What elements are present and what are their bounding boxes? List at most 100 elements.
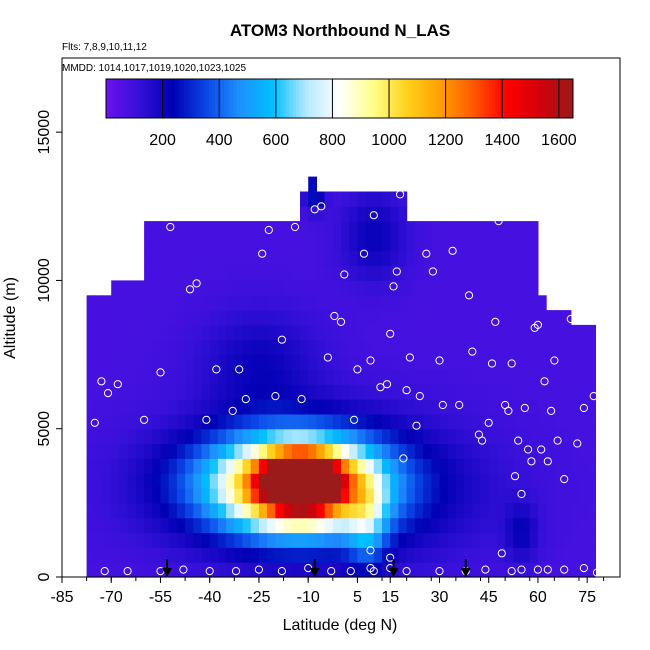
- heatmap-cell: [209, 235, 219, 252]
- heatmap-cell: [579, 562, 588, 578]
- heatmap-cell: [529, 265, 539, 281]
- heatmap-cell: [209, 339, 219, 356]
- heatmap-cell: [152, 502, 162, 519]
- heatmap-cell: [365, 428, 375, 445]
- heatmap-cell: [300, 443, 309, 459]
- heatmap-cell: [341, 384, 350, 400]
- colorbar-swatch: [370, 79, 375, 118]
- heatmap-cell: [382, 547, 391, 563]
- heatmap-cell: [258, 458, 268, 474]
- profile-point: [517, 489, 526, 499]
- heatmap-cell: [373, 458, 383, 474]
- heatmap-cell: [496, 458, 506, 474]
- profile-point: [461, 211, 470, 220]
- heatmap-cell: [357, 488, 367, 504]
- heatmap-cell: [537, 562, 547, 578]
- heatmap-cell: [308, 547, 317, 563]
- heatmap-cell: [505, 369, 514, 385]
- heatmap-cell: [217, 339, 227, 356]
- profile-point: [543, 457, 552, 466]
- heatmap-cell: [447, 384, 457, 400]
- heatmap-cell: [201, 458, 211, 474]
- heatmap-cell: [160, 280, 170, 296]
- heatmap-cell: [472, 443, 482, 459]
- heatmap-cell: [160, 354, 170, 370]
- heatmap-cell: [160, 339, 170, 356]
- colorbar-swatch: [516, 79, 521, 118]
- heatmap-cell: [308, 235, 317, 252]
- heatmap-cell: [308, 473, 317, 489]
- heatmap-cell: [332, 443, 342, 459]
- heatmap-cell: [316, 443, 326, 459]
- heatmap-cell: [505, 488, 514, 504]
- heatmap-cell: [185, 235, 194, 252]
- heatmap-cell: [496, 280, 506, 296]
- heatmap-cell: [406, 428, 416, 445]
- profile-point: [566, 314, 575, 324]
- heatmap-cell: [431, 428, 441, 445]
- heatmap-cell: [513, 428, 523, 445]
- heatmap-cell: [332, 488, 342, 504]
- colorbar-swatch: [479, 79, 484, 118]
- heatmap-cell: [546, 413, 555, 430]
- heatmap-cell: [111, 502, 120, 519]
- colorbar-swatch: [529, 79, 534, 118]
- heatmap-cell: [505, 265, 514, 281]
- heatmap-cell: [242, 413, 252, 430]
- heatmap-cell: [439, 324, 449, 341]
- profile-point: [468, 347, 477, 356]
- heatmap-cell: [365, 324, 375, 341]
- colorbar-swatch: [404, 79, 409, 118]
- heatmap-cell: [250, 473, 260, 489]
- heatmap-cell: [250, 428, 260, 445]
- heatmap-cell: [357, 354, 367, 370]
- heatmap-cell: [349, 428, 358, 445]
- heatmap-cell: [480, 324, 490, 341]
- heatmap-cell: [283, 235, 293, 252]
- heatmap-cell: [160, 428, 170, 445]
- heatmap-cell: [127, 354, 137, 370]
- heatmap-cell: [119, 502, 129, 519]
- heatmap-cell: [431, 473, 441, 489]
- heatmap-cell: [160, 413, 170, 430]
- heatmap-cell: [316, 532, 326, 548]
- heatmap-cell: [398, 532, 408, 548]
- heatmap-cell: [431, 235, 441, 252]
- heatmap-cell: [554, 399, 564, 415]
- heatmap-cell: [193, 547, 203, 563]
- heatmap-cell: [537, 324, 547, 341]
- heatmap-cell: [537, 339, 547, 356]
- heatmap-cell: [382, 191, 391, 207]
- heatmap-cell: [135, 502, 145, 519]
- heatmap-cell: [234, 235, 244, 252]
- heatmap-cell: [398, 310, 408, 326]
- heatmap-cell: [332, 384, 342, 400]
- heatmap-cell: [431, 413, 441, 430]
- heatmap-cell: [193, 532, 203, 548]
- heatmap-cell: [160, 517, 170, 534]
- heatmap-cell: [439, 221, 449, 237]
- heatmap-cell: [373, 488, 383, 504]
- heatmap-cell: [258, 384, 268, 400]
- heatmap-cell: [291, 517, 301, 534]
- heatmap-cell: [324, 562, 334, 578]
- heatmap-cell: [144, 488, 153, 504]
- heatmap-cell: [579, 517, 588, 534]
- profile-point: [586, 309, 595, 318]
- heatmap-cell: [119, 399, 129, 415]
- heatmap-cell: [579, 428, 588, 445]
- heatmap-cell: [193, 413, 203, 430]
- heatmap-cell: [488, 310, 498, 326]
- heatmap-cell: [464, 458, 473, 474]
- heatmap-cell: [562, 532, 572, 548]
- heatmap-cell: [472, 221, 482, 237]
- heatmap-cell: [267, 384, 276, 400]
- heatmap-cell: [431, 221, 441, 237]
- heatmap-cell: [373, 443, 383, 459]
- heatmap-cell: [373, 428, 383, 445]
- heatmap-cell: [439, 354, 449, 370]
- heatmap-cell: [316, 413, 326, 430]
- heatmap-cell: [152, 532, 162, 548]
- colorbar-swatch: [158, 79, 163, 118]
- heatmap-cell: [521, 221, 531, 237]
